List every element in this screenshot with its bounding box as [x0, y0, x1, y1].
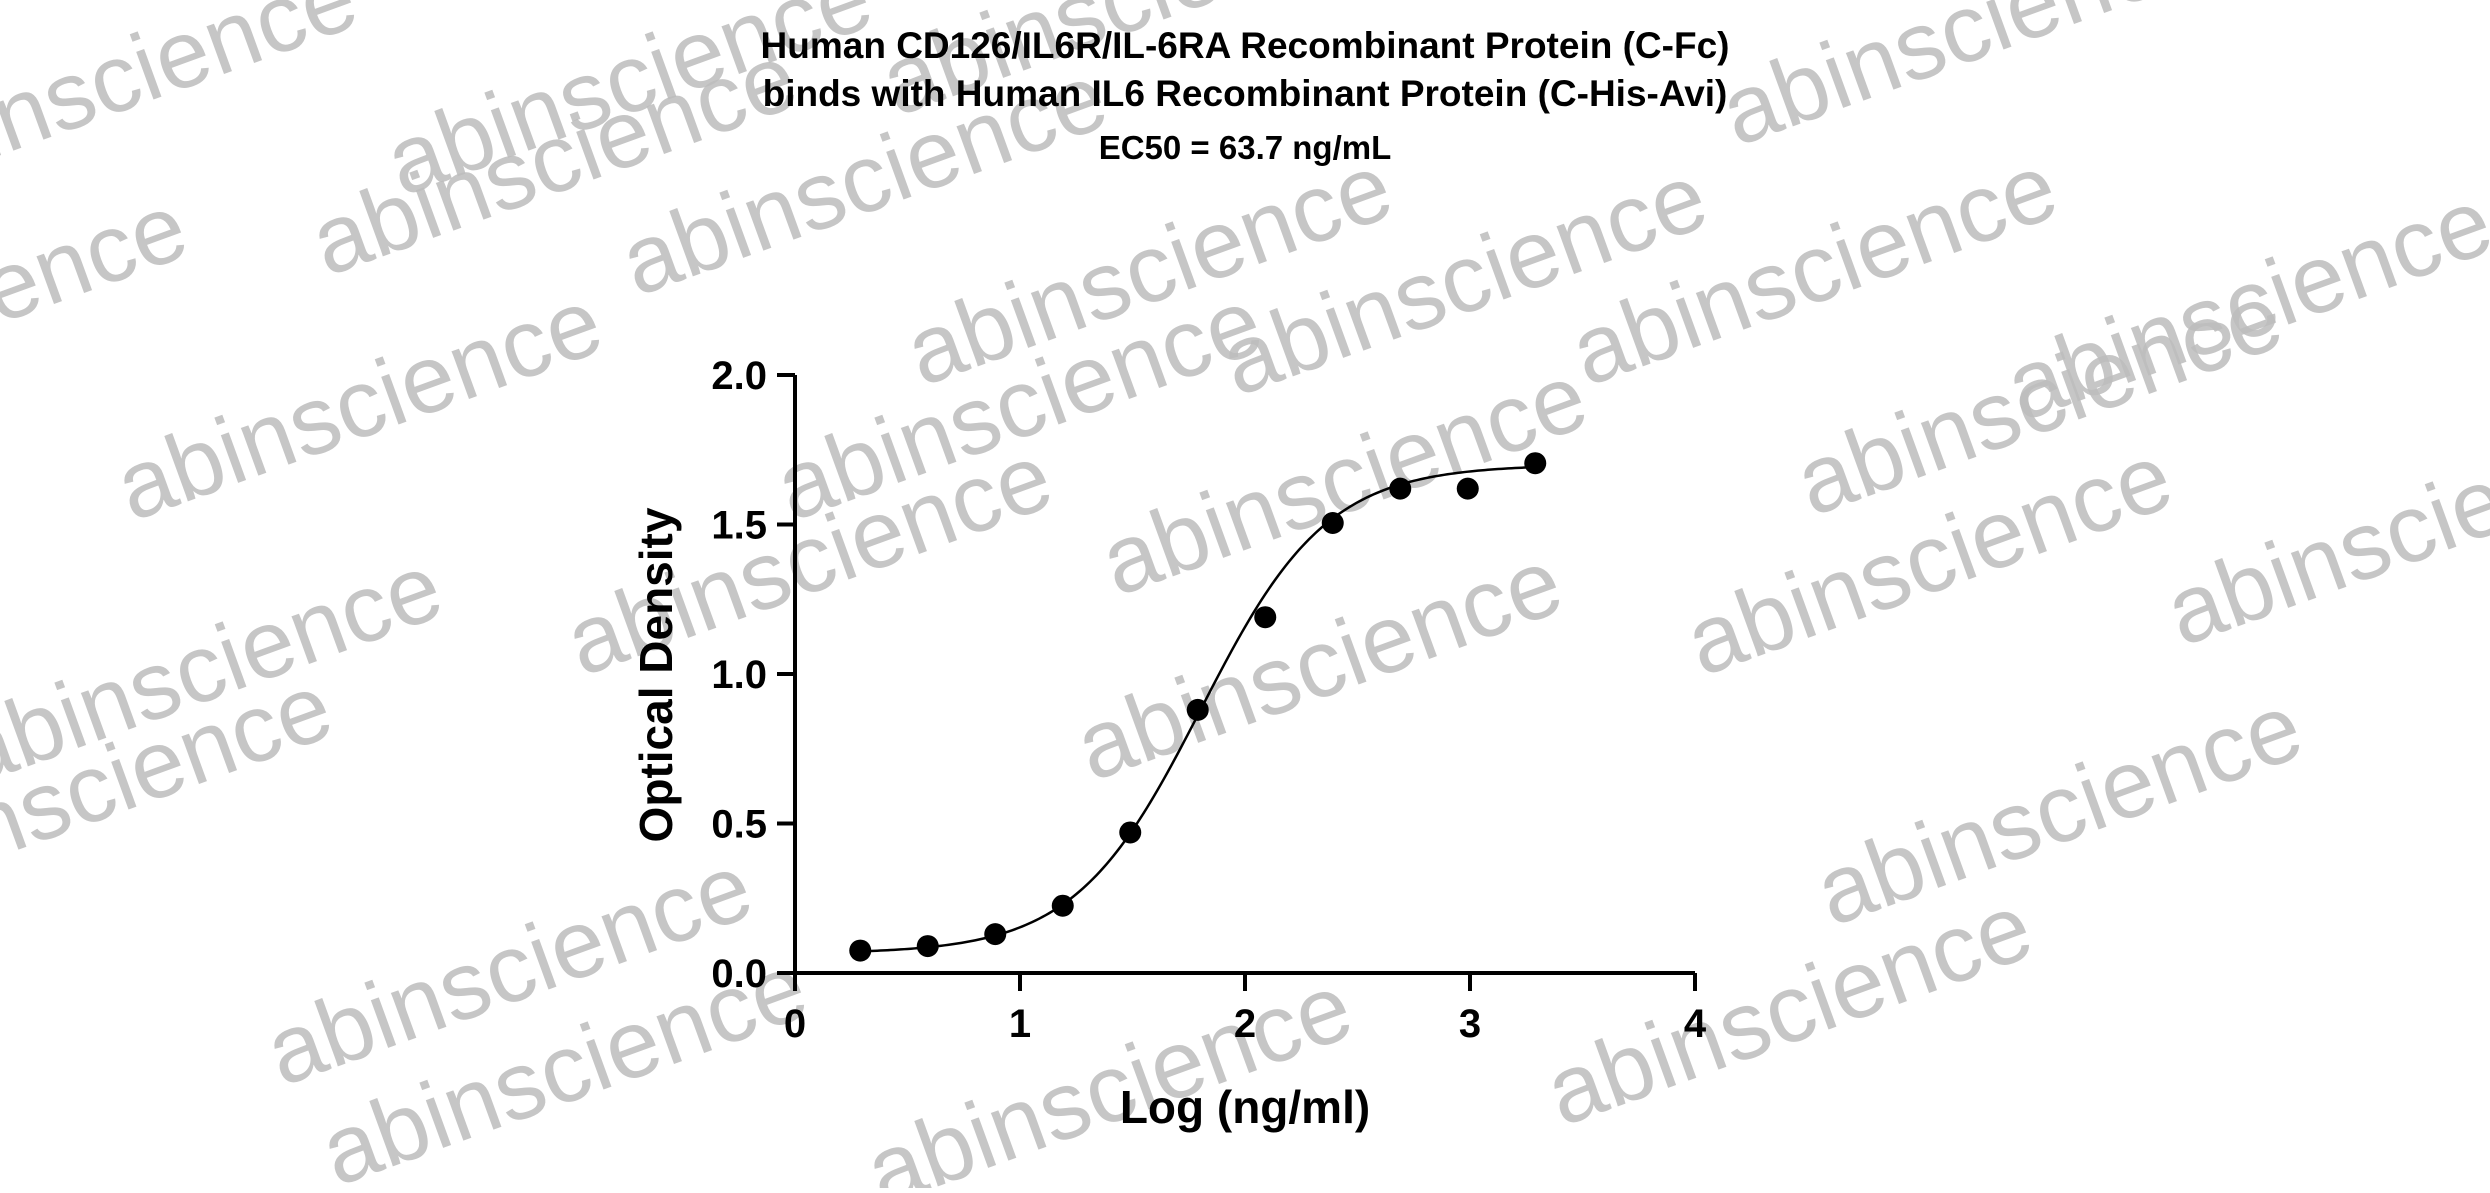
x-tick-label: 3 — [1459, 1002, 1481, 1046]
x-axis-title: Log (ng/ml) — [1120, 1081, 1370, 1133]
watermark-text: abinscience — [0, 0, 370, 216]
plot-area: 0 1 2 3 4 0.0 0.5 1.0 1.5 2.0 — [711, 354, 1706, 1046]
x-tick-label: 1 — [1009, 1002, 1031, 1046]
watermark-text: abinscience — [0, 172, 200, 446]
data-point — [1186, 698, 1209, 721]
data-point — [1119, 821, 1142, 844]
x-tick-label: 4 — [1684, 1002, 1707, 1046]
chart-subtitle: EC50 = 63.7 ng/mL — [1099, 129, 1392, 166]
x-tick-label: 0 — [784, 1002, 806, 1046]
data-point — [1456, 477, 1479, 500]
watermark-text: abinscience — [852, 952, 1365, 1188]
x-tick-label: 2 — [1234, 1002, 1256, 1046]
chart-title-line-1: Human CD126/IL6R/IL-6RA Recombinant Prot… — [761, 25, 1730, 66]
y-axis-title: Optical Density — [630, 507, 682, 842]
y-tick-label: 0.0 — [711, 952, 767, 996]
y-tick-label: 1.5 — [711, 504, 767, 548]
watermark-text: abinscience — [1802, 672, 2315, 946]
data-point — [1051, 894, 1074, 917]
data-point — [1524, 452, 1547, 475]
data-point — [1389, 477, 1412, 500]
data-point — [916, 935, 939, 958]
watermark-text: abinscience — [102, 267, 615, 541]
chart-title-line-2: binds with Human IL6 Recombinant Protein… — [763, 73, 1728, 114]
data-point — [984, 923, 1007, 946]
data-point — [1321, 512, 1344, 535]
y-tick-label: 2.0 — [711, 354, 767, 398]
y-tick-label: 0.5 — [711, 803, 767, 847]
data-point — [849, 939, 872, 962]
y-tick-label: 1.0 — [711, 653, 767, 697]
watermark-text: abinscience — [1532, 872, 2045, 1146]
watermark-text: abinscience — [1707, 0, 2220, 166]
data-point — [1254, 606, 1277, 629]
watermark-text: abinscience — [2152, 392, 2490, 666]
